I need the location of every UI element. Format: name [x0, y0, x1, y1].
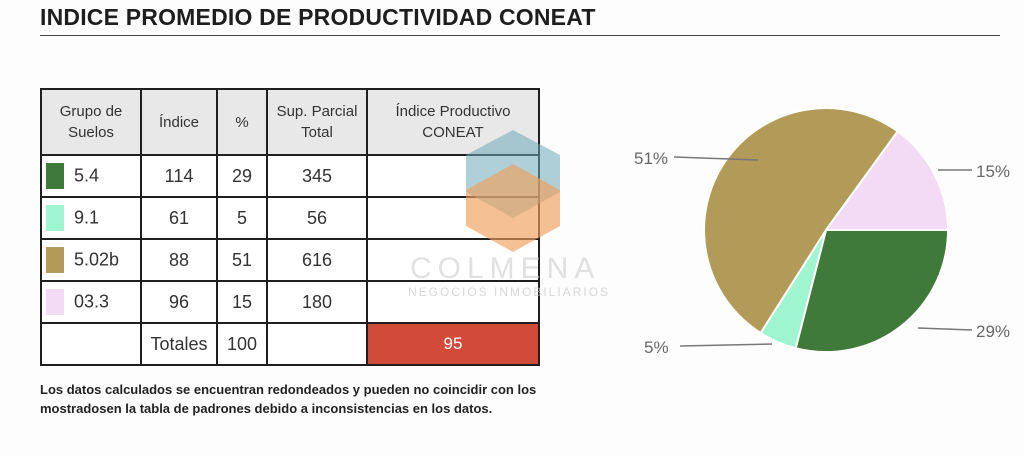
grupo-label: 5.02b — [74, 249, 120, 270]
pie-leader-line — [673, 156, 759, 161]
totals-label: Totales — [140, 322, 218, 366]
pct-cell: 29 — [216, 154, 268, 198]
color-swatch — [46, 205, 64, 231]
coneat-table: Grupo de Suelos Índice % Sup. Parcial To… — [40, 88, 540, 366]
table-row: 5.4 114 29 345 — [40, 154, 540, 198]
empty-cell — [366, 238, 540, 282]
watermark-subtitle: NEGOCIOS INMOBILIARIOS — [408, 285, 611, 299]
title-divider — [40, 35, 1000, 36]
table-header-row: Grupo de Suelos Índice % Sup. Parcial To… — [40, 88, 540, 156]
header-sup: Sup. Parcial Total — [266, 88, 368, 156]
sup-cell: 180 — [266, 280, 368, 324]
pie-slice-03.3 — [824, 129, 950, 231]
color-swatch — [46, 247, 64, 273]
grupo-label: 9.1 — [74, 207, 100, 228]
pie-slice-5.4 — [794, 229, 950, 353]
pie-chart: 29% 5% 51% 15% — [634, 107, 1010, 357]
sup-cell: 345 — [266, 154, 368, 198]
pie-label-5.02b: 51% — [634, 149, 668, 168]
table-row: 5.02b 88 51 616 — [40, 238, 540, 282]
pie-label-03.3: 15% — [976, 162, 1010, 181]
grupo-label: 5.4 — [74, 165, 100, 186]
pie-slice-5.02b — [703, 107, 900, 335]
header-pct: % — [216, 88, 268, 156]
indice-productivo-value: 95 — [366, 322, 540, 366]
empty-cell — [366, 280, 540, 324]
grupo-cell: 5.02b — [40, 238, 142, 282]
pie-leader-line — [679, 343, 773, 347]
watermark-name: COLMENA — [410, 252, 601, 285]
pie-leader-line — [917, 327, 973, 331]
pct-cell: 51 — [216, 238, 268, 282]
indice-cell: 114 — [140, 154, 218, 198]
grupo-cell: 03.3 — [40, 280, 142, 324]
table-row: 9.1 61 5 56 — [40, 196, 540, 240]
footnote: Los datos calculados se encuentran redon… — [40, 382, 537, 416]
sup-cell: 616 — [266, 238, 368, 282]
sup-cell: 56 — [266, 196, 368, 240]
color-swatch — [46, 163, 64, 189]
empty-cell — [366, 196, 540, 240]
color-swatch — [46, 289, 64, 315]
indice-cell: 96 — [140, 280, 218, 324]
header-grupo: Grupo de Suelos — [40, 88, 142, 156]
grupo-cell: 5.4 — [40, 154, 142, 198]
indice-cell: 61 — [140, 196, 218, 240]
empty-cell — [266, 322, 368, 366]
grupo-label: 03.3 — [74, 291, 110, 312]
pct-cell: 5 — [216, 196, 268, 240]
pie-label-5.4: 29% — [976, 322, 1010, 341]
totals-row: Totales 100 95 — [40, 322, 540, 366]
totals-pct: 100 — [216, 322, 268, 366]
header-indice-productivo: Índice Productivo CONEAT — [366, 88, 540, 156]
empty-cell — [40, 322, 142, 366]
indice-cell: 88 — [140, 238, 218, 282]
pct-cell: 15 — [216, 280, 268, 324]
pie-label-9.1: 5% — [644, 338, 669, 357]
grupo-cell: 9.1 — [40, 196, 142, 240]
table-row: 03.3 96 15 180 — [40, 280, 540, 324]
page-title: INDICE PROMEDIO DE PRODUCTIVIDAD CONEAT — [40, 4, 596, 30]
header-indice: Índice — [140, 88, 218, 156]
empty-cell — [366, 154, 540, 198]
